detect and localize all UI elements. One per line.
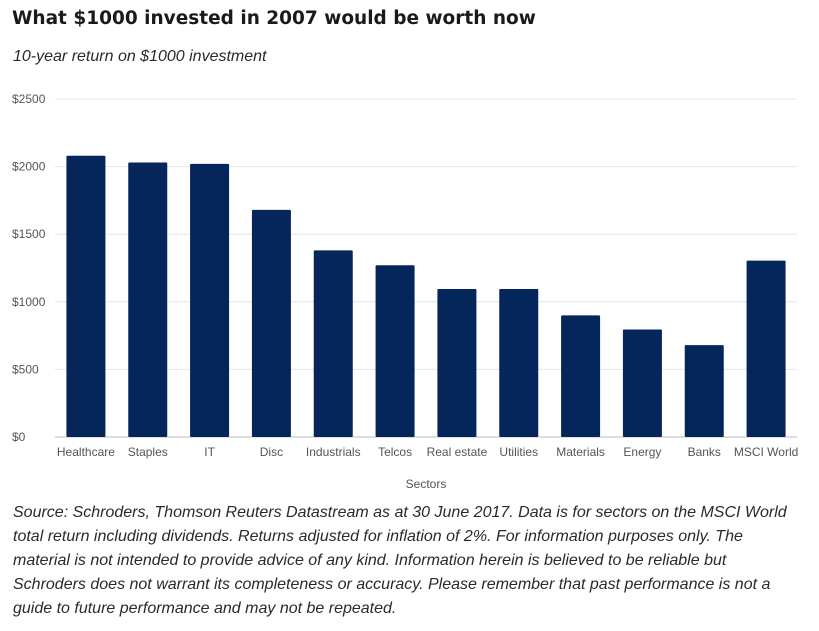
x-axis-label: Sectors [406, 477, 447, 491]
source-note: Source: Schroders, Thomson Reuters Datas… [13, 504, 787, 617]
y-tick-label: $0 [12, 430, 26, 444]
x-tick-label: Telcos [378, 445, 412, 459]
y-tick-label: $2000 [12, 160, 46, 174]
x-tick-label: Banks [688, 445, 721, 459]
y-tick-label: $500 [12, 362, 39, 376]
bar [622, 329, 662, 437]
x-axis-ticks: Healthcare Staples IT Disc Industrials Telcos… [57, 445, 798, 459]
x-tick-label: IT [204, 445, 215, 459]
bar [190, 163, 230, 437]
bar [313, 250, 353, 437]
bar [251, 209, 291, 437]
chart-title: What $1000 invested in 2007 would be wor… [12, 8, 536, 29]
gridlines [55, 98, 797, 438]
bars [66, 155, 786, 437]
y-tick-label: $2500 [12, 92, 46, 106]
x-tick-label: Materials [556, 445, 605, 459]
bar [499, 288, 539, 437]
bar-chart: $0 $500 $1000 $1500 $2000 $2500 Healthcare Sta… [12, 92, 798, 491]
bar [746, 260, 786, 437]
x-tick-label: Disc [260, 445, 283, 459]
y-tick-label: $1000 [12, 295, 46, 309]
x-tick-label: Energy [623, 445, 661, 459]
x-tick-label: Utilities [499, 445, 538, 459]
bar [684, 345, 724, 437]
x-tick-label: Industrials [306, 445, 361, 459]
x-tick-label: Real estate [427, 445, 488, 459]
bar [561, 315, 601, 437]
x-tick-label: Staples [128, 445, 168, 459]
bar [375, 265, 415, 437]
x-tick-label: Healthcare [57, 445, 115, 459]
y-tick-label: $1500 [12, 227, 46, 241]
y-axis-ticks: $0 $500 $1000 $1500 $2000 $2500 [12, 92, 46, 444]
bar [66, 155, 106, 437]
x-tick-label: MSCI World [734, 445, 798, 459]
bar [128, 162, 168, 437]
bar [437, 288, 477, 437]
chart-subtitle: 10-year return on $1000 investment [13, 48, 267, 65]
